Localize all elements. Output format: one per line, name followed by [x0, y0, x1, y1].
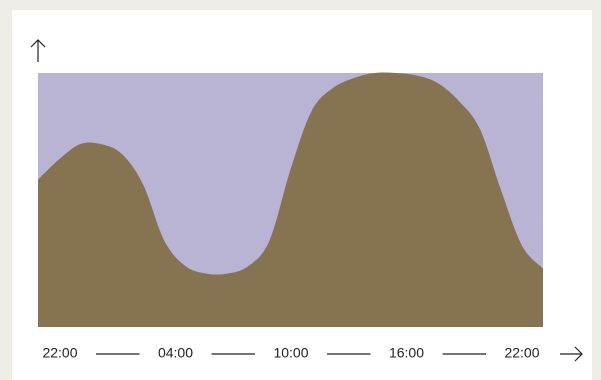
x-tick-label: 10:00: [273, 345, 308, 361]
area: [38, 72, 543, 328]
x-tick-label: 04:00: [158, 345, 193, 361]
x-tick-label: 16:00: [389, 345, 424, 361]
x-axis-arrow: [560, 346, 583, 362]
x-tick-label: 22:00: [42, 345, 77, 361]
x-tick-label: 22:00: [504, 345, 539, 361]
y-axis-arrow: [30, 39, 46, 62]
